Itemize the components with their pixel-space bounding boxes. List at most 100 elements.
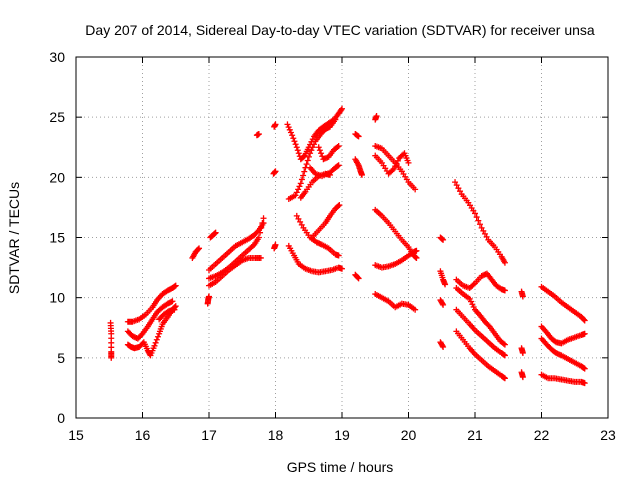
series-track-z	[352, 156, 365, 178]
axis-ticks	[75, 56, 609, 419]
series-track-af	[372, 291, 419, 313]
series-track-l	[253, 131, 262, 139]
x-tick-label: 15	[68, 427, 84, 443]
series-track-as	[538, 283, 588, 324]
data-point	[501, 341, 508, 348]
series-track-ai	[437, 297, 447, 308]
x-tick-label: 17	[201, 427, 217, 443]
data-point	[466, 295, 473, 302]
data-point	[152, 339, 159, 346]
data-point	[453, 182, 460, 189]
data-point	[393, 160, 400, 167]
data-point	[472, 210, 478, 217]
series-track-am	[453, 285, 508, 348]
series-track-c	[124, 298, 176, 342]
data-point	[394, 157, 401, 164]
x-tick-label: 19	[334, 427, 350, 443]
chart-title: Day 207 of 2014, Sidereal Day-to-day VTE…	[85, 22, 595, 38]
y-tick-label: 30	[49, 49, 65, 65]
data-point	[580, 316, 587, 323]
data-points	[107, 105, 588, 387]
data-point	[296, 183, 303, 190]
data-point	[195, 246, 202, 253]
data-point	[519, 350, 526, 357]
data-point	[412, 186, 419, 193]
data-point	[151, 342, 158, 349]
data-point	[581, 330, 588, 337]
data-point	[292, 141, 299, 148]
series-track-aq	[518, 345, 526, 357]
data-point	[164, 308, 171, 315]
data-point	[469, 301, 476, 308]
x-tick-labels: 15 16 17 18 19 20 21 22 23	[68, 427, 616, 443]
data-point	[335, 162, 342, 169]
data-point	[390, 165, 397, 172]
series-track-k	[206, 254, 264, 289]
x-tick-label: 21	[467, 427, 483, 443]
data-point	[259, 220, 266, 227]
data-point	[338, 106, 345, 113]
y-tick-label: 20	[49, 169, 65, 185]
series-track-ac	[372, 150, 412, 177]
series-track-al	[453, 270, 508, 294]
grid-lines	[76, 57, 608, 418]
data-point	[476, 221, 483, 228]
data-point	[196, 245, 203, 252]
data-point	[483, 233, 490, 240]
data-point	[293, 189, 300, 196]
series-track-at	[538, 323, 588, 347]
series-track-au	[538, 335, 588, 372]
data-point	[292, 192, 299, 199]
data-point	[257, 254, 264, 261]
data-point	[475, 217, 482, 224]
data-point	[295, 150, 302, 157]
data-point	[260, 215, 267, 222]
series-track-x	[352, 131, 362, 140]
series-track-g	[207, 229, 219, 241]
data-point	[138, 331, 145, 338]
data-point	[311, 141, 318, 148]
data-point	[500, 340, 507, 347]
data-point	[405, 159, 412, 166]
x-axis-label: GPS time / hours	[287, 459, 394, 475]
series-track-an	[453, 306, 508, 359]
data-point	[481, 230, 488, 237]
series-track-ae	[372, 247, 420, 271]
data-point	[295, 186, 302, 193]
data-point	[335, 143, 342, 150]
series-track-a	[107, 319, 115, 361]
data-point	[501, 352, 508, 359]
data-point	[334, 143, 341, 150]
data-point	[470, 303, 477, 310]
data-point	[272, 121, 279, 128]
data-point	[412, 306, 419, 313]
data-point	[291, 138, 298, 145]
data-point	[315, 144, 322, 151]
data-point	[169, 298, 176, 305]
data-point	[206, 293, 212, 300]
data-point	[154, 333, 161, 340]
data-point	[440, 344, 447, 351]
y-axis-label: SDTVAR / TECUs	[6, 182, 22, 294]
data-point	[358, 171, 365, 178]
y-tick-label: 25	[49, 109, 65, 125]
data-point	[339, 105, 345, 112]
data-point	[289, 132, 296, 139]
data-point	[501, 259, 508, 266]
data-point	[355, 275, 362, 282]
data-point	[480, 227, 487, 234]
data-point	[318, 150, 325, 157]
data-point	[287, 129, 294, 136]
series-track-b	[124, 282, 179, 325]
series-track-q	[285, 116, 339, 202]
data-point	[297, 218, 304, 225]
data-point	[501, 375, 508, 382]
data-point	[581, 317, 588, 324]
series-track-av	[538, 371, 588, 387]
series-track-aa	[372, 112, 380, 123]
series-track-r	[285, 242, 345, 276]
data-point	[172, 282, 179, 289]
y-tick-label: 5	[57, 350, 65, 366]
data-point	[519, 374, 526, 381]
